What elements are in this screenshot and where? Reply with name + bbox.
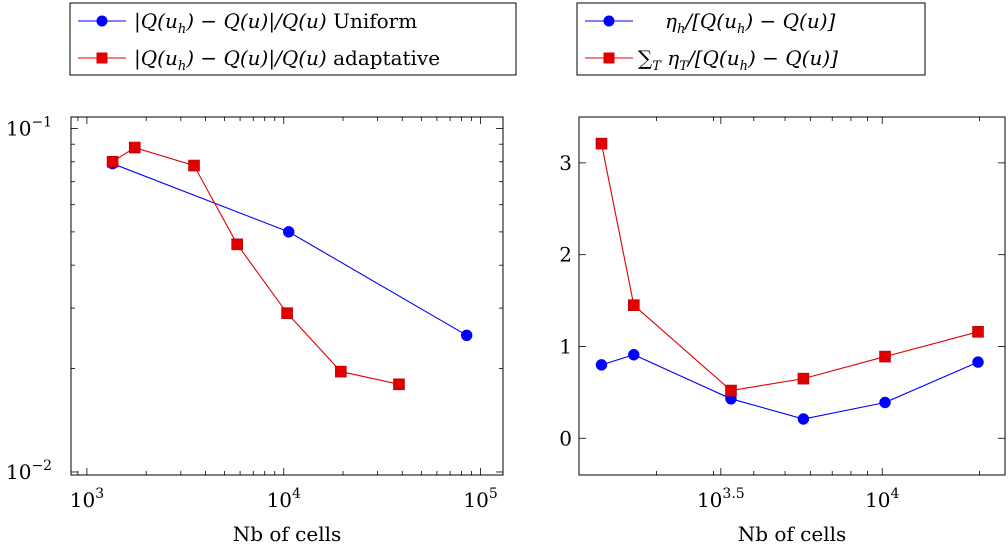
- right-y-tick-label: 2: [559, 243, 572, 267]
- left-x-tick-label: 104: [267, 486, 301, 512]
- right-series-red-line: [600, 143, 979, 392]
- legend-right-label-eta-h: ηh/[Q(uh) − Q(u)]: [665, 9, 836, 37]
- legend-right-box: [576, 2, 926, 76]
- legend-left: |Q(uh) − Q(u)|/Q(u) Uniform |Q(uh) − Q(u…: [69, 2, 517, 76]
- plot-area-right: [578, 116, 1006, 476]
- legend-left-label-adaptative: |Q(uh) − Q(u)|/Q(u) adaptative: [134, 46, 440, 74]
- x-axis-label-left: Nb of cells: [233, 522, 342, 546]
- legend-left-marker-square: [96, 52, 108, 64]
- legend-left-box: [69, 2, 517, 76]
- plot-area-left: [70, 116, 504, 476]
- legend-left-adaptative-lhs: |Q(u: [134, 46, 178, 71]
- chart-right: ηh/[Q(uh) − Q(u)] ∑T ηT/[Q(uh) − Q(u)] 1…: [559, 2, 1006, 546]
- legend-right-label-sum-eta-T: ∑T ηT/[Q(uh) − Q(u)]: [638, 46, 838, 74]
- legend-right-marker-square: [603, 52, 615, 64]
- right-series-red-point: [628, 299, 640, 311]
- legend-right: ηh/[Q(uh) − Q(u)] ∑T ηT/[Q(uh) − Q(u)]: [576, 2, 926, 76]
- left-series-red-point: [231, 238, 243, 251]
- right-series-blue-point: [595, 359, 608, 371]
- right-ticks: 103.5 104 0 1 2 3: [559, 117, 1005, 512]
- right-y-tick-label: 1: [559, 334, 572, 358]
- legend-left-marker-circle: [96, 15, 108, 27]
- left-y-tick-label: 10−1: [6, 114, 52, 140]
- right-x-tick-label: 103.5: [697, 486, 745, 512]
- legend-left-uniform-sub: h: [178, 22, 186, 37]
- left-series-red-point: [281, 307, 293, 319]
- right-series-red-point: [725, 384, 737, 397]
- legend-left-adaptative-rhs: ) − Q(u)|/Q(u): [185, 46, 327, 71]
- left-series-blue-point: [283, 226, 295, 238]
- right-y-tick-label: 0: [559, 426, 572, 450]
- left-series-red-point: [106, 155, 119, 168]
- legend-right-entry-sum-eta-T: ∑T ηT/[Q(uh) − Q(u)]: [585, 46, 838, 74]
- left-ticks: 103 104 105 10−2 10−1: [6, 114, 503, 512]
- legend-left-uniform-suffix: Uniform: [327, 9, 417, 33]
- left-y-tick-label: 10−2: [6, 458, 52, 484]
- legend-left-uniform-rhs: ) − Q(u)|/Q(u): [185, 9, 327, 34]
- left-series-red-point: [393, 378, 405, 391]
- right-series-red-point: [797, 372, 810, 385]
- left-x-tick-label: 105: [463, 486, 497, 512]
- right-series-blue-point: [972, 356, 984, 368]
- right-series: [595, 137, 984, 425]
- legend-left-adaptative-suffix: adaptative: [327, 46, 440, 70]
- right-series-blue-point: [879, 396, 891, 409]
- right-series-red-point: [595, 137, 608, 150]
- right-series-red-point: [972, 325, 984, 338]
- right-series-blue-point: [797, 413, 810, 425]
- right-x-tick-label: 104: [865, 486, 899, 512]
- left-series-blue-point: [460, 329, 473, 341]
- legend-left-adaptative-sub: h: [178, 59, 186, 74]
- x-axis-label-right: Nb of cells: [738, 522, 847, 546]
- left-series-red-point: [128, 141, 141, 154]
- legend-left-label-uniform: |Q(uh) − Q(u)|/Q(u) Uniform: [134, 9, 417, 37]
- right-series-blue-point: [628, 349, 640, 361]
- legend-right-marker-circle: [603, 15, 615, 27]
- right-series-blue-line: [601, 354, 979, 420]
- legend-right-entry-eta-h: ηh/[Q(uh) − Q(u)]: [585, 9, 836, 37]
- legend-left-entry-adaptative: |Q(uh) − Q(u)|/Q(u) adaptative: [78, 46, 440, 74]
- legend-left-entry-uniform: |Q(uh) − Q(u)|/Q(u) Uniform: [78, 9, 417, 37]
- left-series-red-line: [112, 146, 400, 385]
- left-x-tick-label: 103: [70, 486, 104, 512]
- right-y-tick-label: 3: [559, 151, 572, 175]
- left-series-red-point: [335, 365, 347, 378]
- right-series-red-point: [879, 350, 891, 363]
- chart-left: |Q(uh) − Q(u)|/Q(u) Uniform |Q(uh) − Q(u…: [6, 2, 517, 546]
- left-series: [106, 141, 473, 391]
- left-series-red-point: [188, 159, 200, 172]
- legend-left-uniform-lhs: |Q(u: [134, 9, 178, 34]
